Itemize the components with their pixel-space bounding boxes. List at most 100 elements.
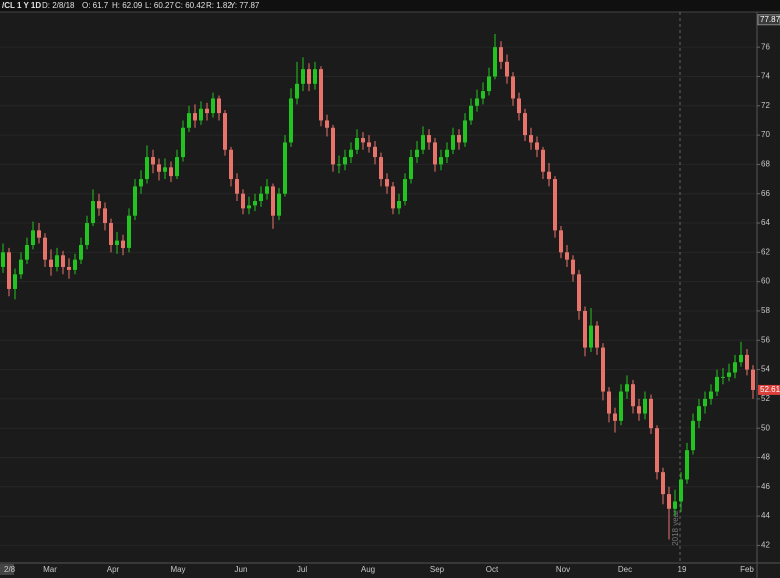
candle-body [355, 138, 359, 150]
candle-body [13, 274, 17, 289]
candle-body [307, 69, 311, 84]
candle-body [553, 179, 557, 231]
candle-body [313, 69, 317, 84]
x-tick-label: Aug [361, 565, 375, 574]
candle-body [493, 47, 497, 77]
y-tick-label: 62 [761, 247, 770, 256]
x-label-box [0, 564, 14, 575]
price-marker-label: 52.61 [760, 385, 780, 394]
candle-body [649, 398, 653, 429]
candle-body [511, 76, 515, 99]
candle-body [541, 149, 545, 172]
candle-body [565, 252, 569, 260]
candle-body [655, 428, 659, 473]
candle-body [217, 98, 221, 114]
y-tick-label: 48 [761, 453, 770, 462]
candle-body [73, 259, 77, 270]
candle-body [487, 76, 491, 92]
candle-body [547, 171, 551, 180]
candle-body [535, 142, 539, 150]
header-item: D: 2/8/18 [42, 1, 75, 10]
candle-body [1, 252, 5, 267]
candle-body [337, 164, 341, 166]
x-tick-label: Oct [486, 565, 499, 574]
y-tick-label: 74 [761, 72, 770, 81]
header-item: Y: 77.87 [230, 1, 260, 10]
candle-body [379, 157, 383, 180]
candle-body [589, 325, 593, 348]
candle-body [37, 230, 41, 238]
candle-body [397, 201, 401, 209]
candle-body [469, 105, 473, 121]
candle-body [127, 215, 131, 248]
candle-body [727, 372, 731, 377]
x-tick-label: 2/8 [4, 565, 16, 574]
price-marker-label: 77.87 [760, 15, 780, 24]
x-tick-label: Jul [297, 565, 307, 574]
candle-body [709, 391, 713, 399]
candle-body [271, 186, 275, 216]
candle-body [19, 259, 23, 275]
candle-body [103, 208, 107, 224]
candle-body [367, 142, 371, 147]
candle-body [673, 501, 677, 509]
candle-body [301, 69, 305, 84]
candle-body [25, 245, 29, 260]
candle-body [343, 157, 347, 165]
candle-body [349, 149, 353, 158]
candle-body [529, 135, 533, 143]
y-tick-label: 42 [761, 541, 770, 550]
candle-body [415, 149, 419, 158]
y-tick-label: 52 [761, 394, 770, 403]
candle-body [181, 127, 185, 158]
candle-body [625, 384, 629, 392]
candle-body [115, 240, 119, 246]
candle-body [235, 179, 239, 194]
x-tick-label: May [170, 565, 185, 574]
candle-body [457, 135, 461, 143]
y-tick-label: 44 [761, 511, 770, 520]
candle-body [139, 179, 143, 187]
candle-body [241, 193, 245, 209]
candle-body [391, 186, 395, 209]
candle-body [643, 398, 647, 414]
candle-body [85, 223, 89, 246]
header-item: H: 62.09 [112, 1, 143, 10]
x-tick-label: Sep [430, 565, 445, 574]
candle-body [253, 201, 257, 206]
candle-body [505, 61, 509, 77]
y-tick-label: 66 [761, 189, 770, 198]
candle-body [595, 325, 599, 348]
header-item: R: 1.82 [206, 1, 232, 10]
candle-body [433, 142, 437, 165]
candle-body [157, 164, 161, 172]
y-tick-label: 68 [761, 160, 770, 169]
candle-body [409, 157, 413, 180]
y-tick-label: 54 [761, 365, 770, 374]
candle-body [679, 479, 683, 502]
candle-body [211, 98, 215, 114]
header-item: L: 60.27 [145, 1, 174, 10]
x-tick-label: Apr [107, 565, 120, 574]
candle-body [169, 167, 173, 177]
candle-body [295, 83, 299, 99]
candle-body [319, 69, 323, 121]
candle-body [163, 167, 167, 172]
candle-body [601, 347, 605, 392]
candle-body [403, 179, 407, 202]
candle-body [331, 127, 335, 165]
candle-body [43, 237, 47, 260]
header-bar [0, 0, 780, 12]
candle-body [187, 113, 191, 128]
candle-body [229, 149, 233, 180]
candle-body [661, 472, 665, 495]
candle-body [133, 186, 137, 216]
y-tick-label: 64 [761, 218, 770, 227]
candle-body [463, 120, 467, 143]
y-tick-label: 56 [761, 335, 770, 344]
candle-body [373, 146, 377, 158]
candle-body [721, 376, 725, 378]
y-tick-label: 76 [761, 42, 770, 51]
